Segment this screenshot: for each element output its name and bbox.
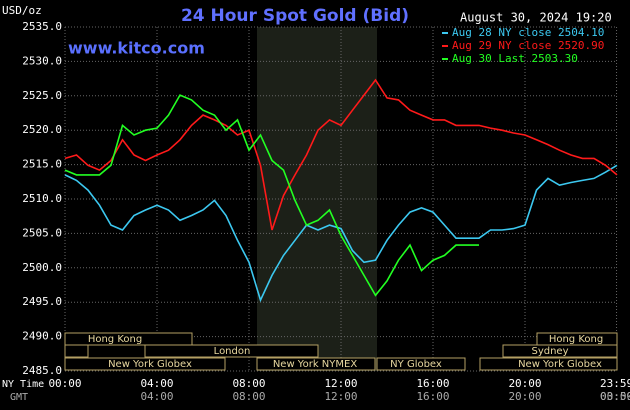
session-box — [376, 357, 466, 371]
session-label: New York Globex — [108, 359, 192, 370]
unit-label: USD/oz — [2, 4, 42, 17]
y-tick-label: 2485.0 — [22, 364, 62, 377]
session-box — [144, 344, 319, 358]
price-line — [64, 78, 618, 231]
watermark: www.kitco.com — [68, 39, 205, 58]
session-box — [502, 344, 618, 358]
y-tick-label: 2505.0 — [22, 226, 62, 239]
y-tick-label: 2510.0 — [22, 192, 62, 205]
chart-title: 24 Hour Spot Gold (Bid) — [181, 6, 409, 26]
grid — [64, 26, 618, 372]
legend-label: Aug 30 Last 2503.30 — [452, 52, 578, 65]
legend-label: Aug 29 NY close 2520.90 — [452, 39, 604, 52]
x2-tick-label: 08:00 — [232, 390, 265, 403]
session-box — [64, 332, 193, 346]
session-label: Hong Kong — [88, 334, 142, 345]
session-label: Sydney — [531, 346, 568, 357]
x-tick-label: 20:00 — [508, 377, 541, 390]
price-line — [64, 164, 618, 303]
x2-tick-label: 04:00 — [140, 390, 173, 403]
legend-label: Aug 28 NY close 2504.10 — [452, 26, 604, 39]
x2-tick-label: 00:00 — [600, 390, 630, 403]
session-box — [64, 357, 226, 371]
x-tick-label: 04:00 — [140, 377, 173, 390]
session-box — [256, 357, 376, 371]
x-tick-label: 12:00 — [324, 377, 357, 390]
x2-tick-label: 20:00 — [508, 390, 541, 403]
y-tick-label: 2520.0 — [22, 123, 62, 136]
y-tick-label: 2490.0 — [22, 330, 62, 343]
y-tick-label: 2530.0 — [22, 54, 62, 67]
session-label: NY Globex — [390, 359, 442, 370]
x-axis-label: NY Time — [2, 379, 44, 390]
session-box — [64, 344, 89, 358]
x-tick-label: 16:00 — [416, 377, 449, 390]
session-label: New York Globex — [518, 359, 602, 370]
x-tick-label: 08:00 — [232, 377, 265, 390]
timestamp: August 30, 2024 19:20 — [460, 11, 612, 25]
x2-axis-label: GMT — [10, 392, 28, 403]
x2-tick-label: 03:59 — [600, 390, 630, 403]
x-tick-label: 00:00 — [48, 377, 81, 390]
session-label: New York NYMEX — [273, 359, 358, 370]
session-label: London — [214, 346, 251, 357]
y-tick-label: 2495.0 — [22, 295, 62, 308]
session-box — [479, 357, 618, 371]
x2-tick-label: 12:00 — [324, 390, 357, 403]
sessions: Hong Kong London New York Globex New Yor… — [64, 332, 618, 371]
y-tick-label: 2535.0 — [22, 20, 62, 33]
x2-tick-label: 16:00 — [416, 390, 449, 403]
y-tick-label: 2515.0 — [22, 158, 62, 171]
y-tick-label: 2525.0 — [22, 89, 62, 102]
y-tick-label: 2500.0 — [22, 261, 62, 274]
x-tick-label: 23:59 — [600, 377, 630, 390]
session-label: Hong Kong — [549, 334, 603, 345]
price-line — [64, 94, 479, 297]
